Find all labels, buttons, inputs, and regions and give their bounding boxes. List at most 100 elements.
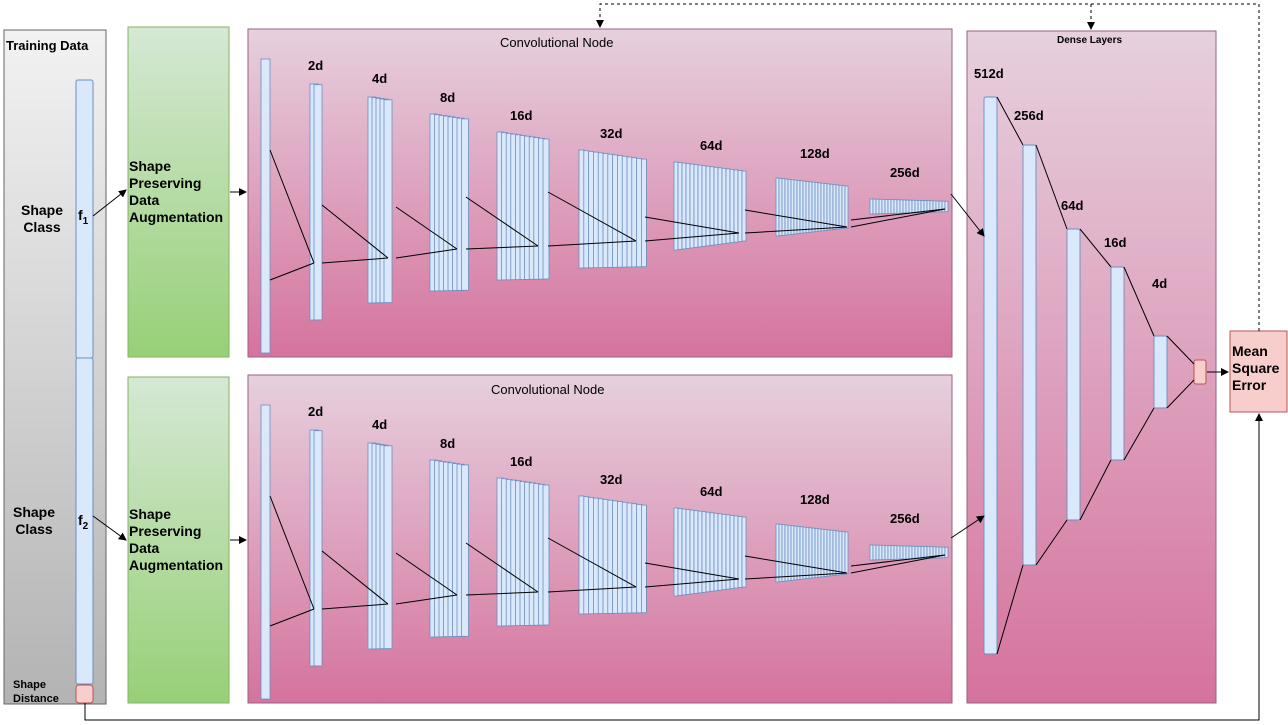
conv-layer-plate: [781, 524, 786, 582]
conv-layer-plate: [685, 163, 691, 249]
conv-layer-plate: [790, 525, 795, 581]
receptive-field-line: [744, 209, 848, 228]
conv-layer-plate: [881, 544, 886, 561]
conv-layer-plate: [808, 181, 813, 233]
conv-layer-plate: [787, 178, 792, 236]
receptive-field-line: [644, 562, 740, 580]
receptive-field-line: [850, 554, 946, 574]
feature-2-subscript: 2: [82, 520, 89, 532]
conv-layer-plate: [905, 199, 910, 214]
conv-layer-plate: [578, 149, 585, 269]
conv-layer-plate: [826, 529, 831, 577]
conv-layer-plate: [621, 501, 628, 614]
receptive-field-line: [465, 542, 539, 593]
dense-connection-line: [1166, 379, 1195, 409]
arrow-feature2-to-aug: [92, 515, 127, 541]
shape-class-label-2: Shape Class: [12, 504, 55, 537]
dense-layer-bar: [1066, 228, 1081, 521]
conv-layer-plate: [805, 181, 810, 233]
dense-layers-title: Dense Layers: [1057, 35, 1123, 46]
conv-layer-plate: [313, 84, 323, 321]
conv-layer-plate: [607, 499, 614, 614]
conv-layer-plate: [697, 510, 703, 594]
conv-layer-plate: [832, 530, 837, 576]
dense-connection-line: [1079, 228, 1112, 268]
conv-layer-plate: [811, 527, 816, 579]
receptive-field-line: [744, 226, 848, 234]
receptive-field-line: [547, 537, 637, 588]
feature-label-2: f2: [78, 512, 88, 532]
conv-layer-plate: [673, 507, 679, 597]
conv-layer-label: 32d: [600, 472, 623, 487]
receptive-field-line: [269, 495, 315, 610]
conv-layer-plate: [778, 177, 783, 237]
conv-layer-plate: [461, 118, 469, 291]
conv-layer-plate: [784, 178, 789, 236]
conv-layer-plate: [636, 503, 642, 614]
conv-layer-plate: [899, 199, 904, 214]
conv-layer-plate: [793, 525, 798, 581]
conv-layer-plate: [890, 199, 895, 214]
conv-layer-plate: [717, 167, 723, 245]
dense-layer-label: 64d: [1061, 198, 1084, 213]
conv-layer-plate: [869, 198, 874, 215]
receptive-field-line: [321, 257, 389, 264]
shape-class-label-1: Shape Class: [20, 202, 63, 235]
receptive-field-line: [644, 232, 740, 242]
conv-layer-plate: [914, 199, 919, 214]
conv-layer-label: 2d: [308, 404, 324, 419]
conv-layer-plate: [805, 527, 810, 579]
feature-bar-2: [75, 357, 94, 685]
conv-layer-plate: [775, 177, 780, 237]
conv-layer-plate: [835, 530, 840, 576]
conv-layer-plate: [814, 182, 819, 232]
receptive-field-line: [269, 149, 315, 264]
conv-layer-plate: [905, 545, 910, 560]
feature-label-1: f1: [78, 207, 88, 227]
conv-layer-plate: [899, 545, 904, 560]
conv-layer-plate: [869, 544, 874, 561]
conv-layer-plate: [597, 498, 604, 614]
conv-layer-plate: [641, 158, 647, 268]
conv-layer-plate: [841, 185, 846, 229]
conv-layer-plate: [838, 530, 843, 576]
conv-layer-plate: [709, 166, 715, 246]
dense-connection-line: [1035, 519, 1068, 566]
receptive-field-line: [465, 245, 539, 250]
conv-layer-plate: [631, 157, 638, 268]
dense-connection-line: [996, 564, 1024, 655]
connection-lines: [269, 149, 946, 627]
conv-layer-plate: [832, 184, 837, 230]
conv-layer-plate: [617, 155, 623, 268]
conv-layer-plate: [920, 546, 925, 559]
conv-layer-plate: [841, 531, 846, 575]
conv-layer-plate: [887, 199, 892, 214]
conv-layer-plate: [626, 502, 633, 614]
conv-layer-plate: [681, 162, 687, 250]
conv-layer-plate: [709, 512, 715, 592]
receptive-field-line: [744, 572, 848, 580]
augmentation-box-1: [127, 26, 230, 358]
conv-layer-plate: [875, 198, 880, 215]
conv-layer-plate: [875, 544, 880, 561]
conv-layer-plate: [713, 512, 719, 592]
arrow-conv2-to-dense: [950, 515, 985, 539]
conv-layer-plate: [872, 198, 877, 215]
conv-layer-plate: [884, 199, 889, 214]
conv-layer-plate: [908, 199, 913, 214]
conv-layer-label: 256d: [890, 511, 920, 526]
receptive-field-line: [547, 191, 637, 242]
conv-layer-plate: [578, 495, 585, 615]
conv-layer-plate: [817, 182, 822, 232]
loss-box: [1229, 330, 1288, 413]
conv-layer-plate: [681, 508, 687, 596]
conv-layer-plate: [881, 198, 886, 215]
dense-connection-line: [996, 96, 1024, 146]
conv-layer-plate: [621, 155, 628, 268]
conv-layer-plate: [737, 516, 743, 588]
conv-layer-label: 64d: [700, 138, 723, 153]
dense-connection-line: [1079, 459, 1112, 521]
conv-layer-plate: [693, 510, 699, 594]
conv-layer-plate: [884, 545, 889, 560]
